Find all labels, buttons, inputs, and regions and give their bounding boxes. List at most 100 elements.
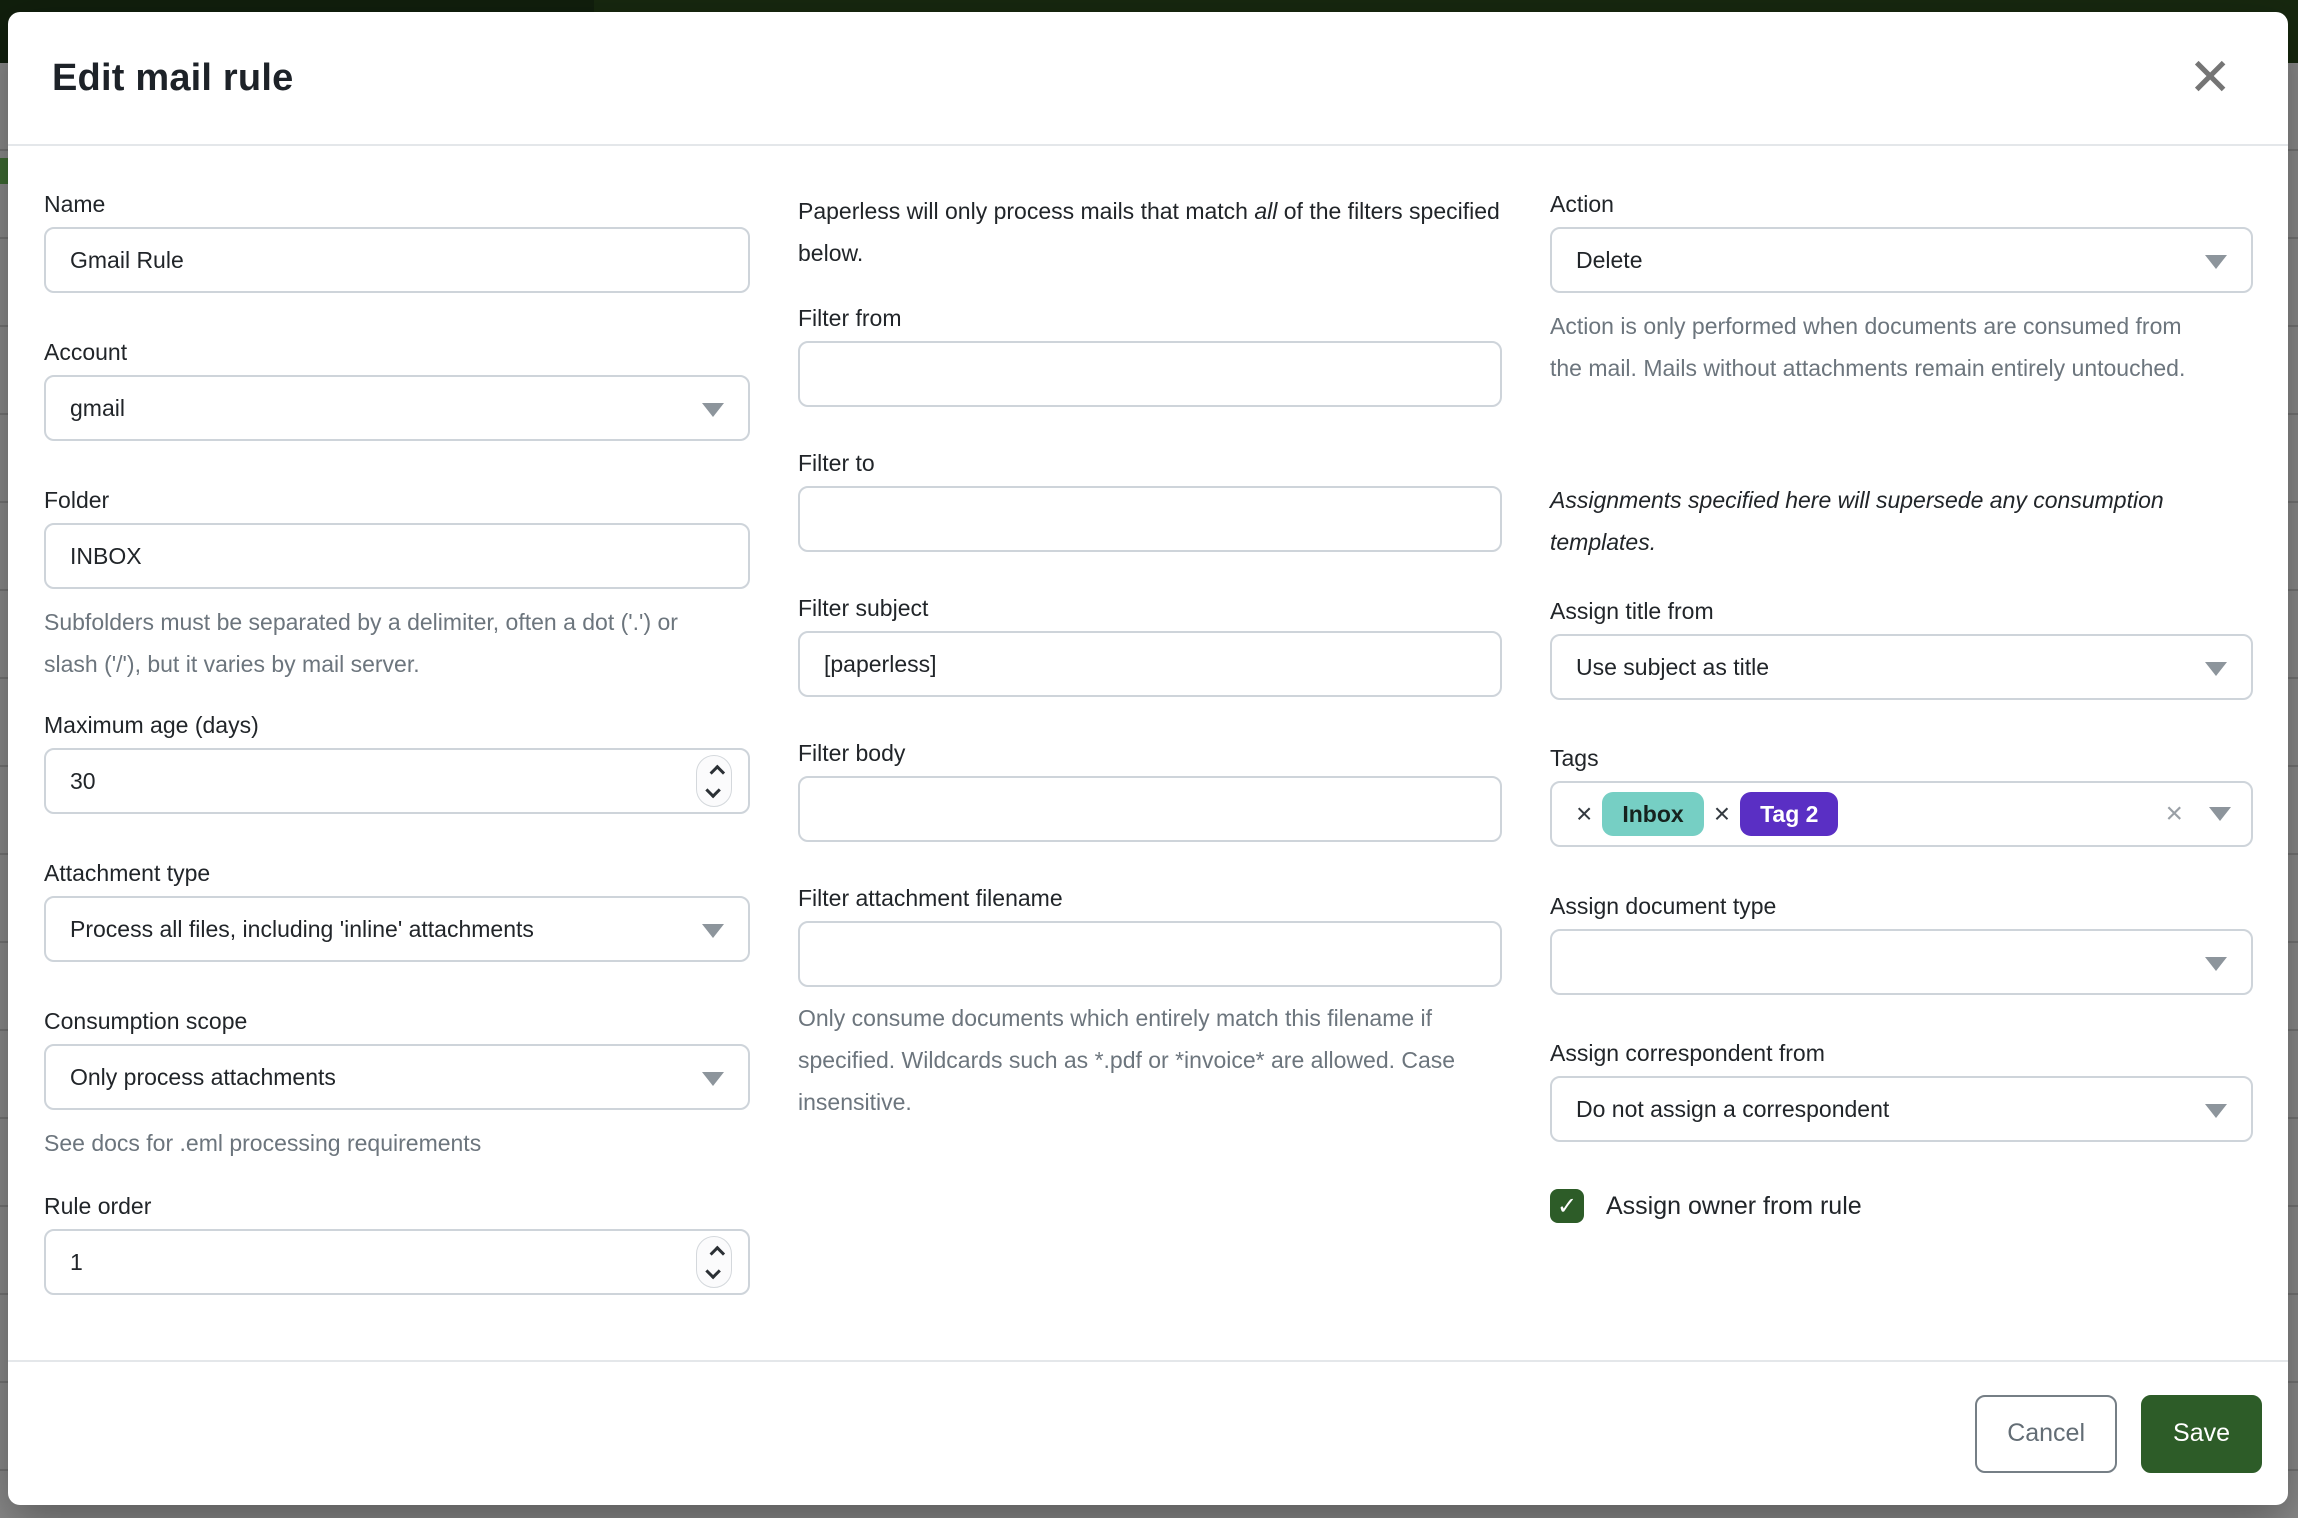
close-icon[interactable]: ✕ [2188,49,2232,107]
tag-pill-tag2: Tag 2 [1740,792,1839,836]
field-filter-to: Filter to [798,449,1502,552]
cancel-button[interactable]: Cancel [1975,1394,2118,1473]
name-label: Name [44,191,106,217]
filter-from-value[interactable] [824,360,1476,388]
field-tags: Tags × Inbox × Tag 2 × [1550,744,2253,847]
assign-correspondent-select[interactable]: Do not assign a correspondent [1550,1076,2253,1142]
field-account: Account gmail [44,338,750,441]
attachment-type-select[interactable]: Process all files, including 'inline' at… [44,896,750,962]
filter-to-input[interactable] [798,486,1502,552]
chevron-down-icon [2205,255,2227,269]
assign-correspondent-value: Do not assign a correspondent [1576,1095,1890,1122]
attachment-type-value: Process all files, including 'inline' at… [70,915,534,942]
field-filter-subject: Filter subject [798,594,1502,697]
tags-multiselect[interactable]: × Inbox × Tag 2 × [1550,781,2253,847]
action-help-text: Action is only performed when documents … [1550,313,2186,381]
field-assign-doctype: Assign document type [1550,892,2253,995]
attachment-type-label: Attachment type [44,860,211,886]
stepper-up-icon[interactable] [709,764,725,780]
folder-input-value[interactable] [70,542,724,570]
field-filter-attachment: Filter attachment filename [798,884,1502,987]
column-filters: Paperless will only process mails that m… [798,190,1502,1360]
clear-tags-icon[interactable]: × [2165,797,2183,830]
folder-label: Folder [44,487,110,513]
filter-attachment-input[interactable] [798,921,1502,987]
chevron-down-icon[interactable] [2209,807,2231,821]
filter-from-label: Filter from [798,305,902,331]
assign-correspondent-label: Assign correspondent from [1550,1040,1825,1066]
filters-intro-emphasis: all [1254,198,1278,224]
stepper-down-icon[interactable] [704,782,721,798]
filters-intro-post: of the filters specified below. [798,198,1500,266]
chevron-down-icon [702,403,724,417]
remove-tag-icon[interactable]: × [1576,798,1593,829]
consumption-scope-label: Consumption scope [44,1008,248,1034]
column-actions: Action Delete Action is only performed w… [1550,190,2253,1360]
assign-owner-checkbox[interactable]: ✓ [1550,1189,1584,1223]
chevron-down-icon [702,1072,724,1086]
name-input-value[interactable] [70,246,724,274]
rule-order-input[interactable]: 1 [44,1229,750,1295]
assign-title-value: Use subject as title [1576,653,1770,680]
filter-to-value[interactable] [824,505,1476,533]
rule-order-value: 1 [70,1248,83,1275]
field-name: Name [44,190,750,293]
column-general: Name Account gmail Folder Subfolders mus… [44,190,750,1360]
consumption-scope-value: Only process attachments [70,1063,336,1090]
field-filter-body: Filter body [798,739,1502,842]
field-action: Action Delete [1550,190,2253,293]
folder-help-text: Subfolders must be separated by a delimi… [44,609,678,677]
assign-title-label: Assign title from [1550,598,1714,624]
chevron-down-icon [702,924,724,938]
filter-attachment-value[interactable] [824,940,1476,968]
dialog-title: Edit mail rule [52,56,294,99]
assign-doctype-select[interactable] [1550,929,2253,995]
assign-owner-label: Assign owner from rule [1606,1191,1862,1220]
filter-body-input[interactable] [798,776,1502,842]
chevron-down-icon [2205,662,2227,676]
consumption-scope-help-text: See docs for .eml processing requirement… [44,1130,482,1156]
filter-subject-label: Filter subject [798,595,929,621]
consumption-scope-select[interactable]: Only process attachments [44,1044,750,1110]
max-age-input[interactable]: 30 [44,748,750,814]
account-label: Account [44,339,128,365]
filter-attachment-help-text: Only consume documents which entirely ma… [798,1005,1456,1115]
chevron-down-icon [2205,957,2227,971]
field-folder: Folder [44,486,750,589]
action-value: Delete [1576,246,1643,273]
number-stepper[interactable] [696,1236,732,1288]
filter-subject-input[interactable] [798,631,1502,697]
stepper-down-icon[interactable] [704,1263,721,1279]
folder-input[interactable] [44,523,750,589]
field-rule-order: Rule order 1 [44,1192,750,1295]
number-stepper[interactable] [696,755,732,807]
filter-from-input[interactable] [798,341,1502,407]
filters-intro-pre: Paperless will only process mails that m… [798,198,1255,224]
field-attachment-type: Attachment type Process all files, inclu… [44,859,750,962]
assignments-note: Assignments specified here will supersed… [1550,487,2164,555]
name-input[interactable] [44,227,750,293]
account-select[interactable]: gmail [44,375,750,441]
max-age-value: 30 [70,767,96,794]
field-max-age: Maximum age (days) 30 [44,711,750,814]
filter-body-value[interactable] [824,795,1476,823]
dialog-footer: Cancel Save [8,1360,2288,1505]
filter-body-label: Filter body [798,740,906,766]
action-select[interactable]: Delete [1550,227,2253,293]
rule-order-label: Rule order [44,1193,152,1219]
filters-intro-text: Paperless will only process mails that m… [798,190,1502,274]
field-assign-title: Assign title from Use subject as title [1550,597,2253,700]
edit-mail-rule-dialog: Edit mail rule ✕ Name Account gmail Fold… [8,12,2288,1505]
save-button[interactable]: Save [2141,1394,2262,1473]
tags-label: Tags [1550,745,1599,771]
filter-to-label: Filter to [798,450,875,476]
filter-subject-value[interactable] [824,650,1476,678]
filter-attachment-label: Filter attachment filename [798,885,1063,911]
field-assign-owner: ✓ Assign owner from rule [1550,1189,2253,1223]
dialog-body: Name Account gmail Folder Subfolders mus… [8,146,2288,1360]
field-filter-from: Filter from [798,304,1502,407]
remove-tag-icon[interactable]: × [1713,798,1731,829]
assign-title-select[interactable]: Use subject as title [1550,634,2253,700]
stepper-up-icon[interactable] [709,1245,725,1261]
assign-doctype-label: Assign document type [1550,893,1777,919]
